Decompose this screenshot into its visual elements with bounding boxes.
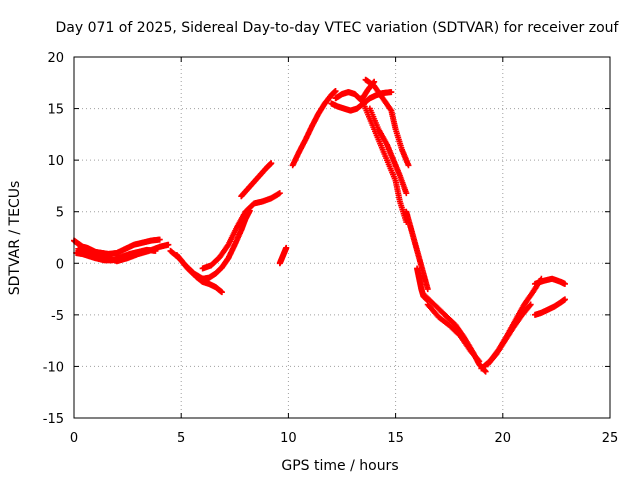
data-point: [405, 162, 412, 169]
series-arc-trough-2: [424, 301, 483, 365]
series-arc-spike: [238, 160, 275, 200]
x-tick-label: 15: [387, 431, 404, 446]
data-point: [276, 190, 283, 197]
y-tick-label: 20: [47, 51, 64, 66]
data-point: [332, 88, 339, 95]
data-point: [482, 368, 489, 375]
y-axis-label: SDTVAR / TECUs: [7, 181, 23, 296]
y-tick-label: -10: [43, 360, 64, 375]
series-arc-late: [531, 296, 568, 318]
series-arc-descent-3: [366, 105, 410, 197]
y-tick-label: 0: [56, 257, 64, 272]
data-point: [476, 358, 483, 365]
data-point: [475, 357, 482, 364]
data-point: [283, 244, 290, 251]
series-arc-early-3: [75, 241, 172, 265]
data-point: [156, 236, 163, 243]
y-axis-ticks: -15 -10 -5 0 5 10 15 20: [43, 51, 610, 427]
y-tick-label: 10: [47, 154, 64, 169]
series-arc-recovery: [478, 275, 545, 372]
series-arc-mid-drop: [403, 208, 431, 293]
data-points: [71, 76, 568, 375]
data-point: [561, 280, 568, 287]
x-tick-label: 5: [177, 431, 185, 446]
y-tick-label: -15: [43, 412, 64, 427]
data-point: [388, 89, 395, 96]
x-tick-label: 0: [70, 431, 78, 446]
series-arc-plateau-2: [332, 78, 378, 104]
series-arc-climb: [289, 88, 339, 169]
x-tick-label: 20: [495, 431, 512, 446]
plot-frame: [73, 56, 611, 419]
data-point: [268, 160, 275, 167]
y-tick-label: 5: [56, 206, 64, 221]
y-tick-label: 15: [47, 103, 64, 118]
data-point: [165, 241, 172, 248]
series-arc-descent: [362, 76, 412, 169]
series-arc-short: [276, 244, 290, 267]
y-tick-label: -5: [51, 309, 64, 324]
series-arc-recovery-2: [484, 301, 534, 368]
data-point: [526, 302, 533, 309]
data-point: [561, 296, 568, 303]
x-axis-ticks: 0 5 10 15 20 25: [70, 57, 618, 446]
chart-title: Day 071 of 2025, Sidereal Day-to-day VTE…: [56, 20, 620, 36]
data-point: [527, 301, 534, 308]
data-point: [218, 289, 225, 296]
data-point: [403, 190, 410, 197]
series-arc-rise: [199, 190, 283, 272]
data-point: [424, 286, 431, 293]
series-arc-late-2: [531, 275, 568, 287]
x-tick-label: 10: [280, 431, 297, 446]
x-tick-label: 25: [602, 431, 619, 446]
series-arc-descent-2: [358, 95, 410, 226]
x-axis-label: GPS time / hours: [281, 458, 398, 474]
